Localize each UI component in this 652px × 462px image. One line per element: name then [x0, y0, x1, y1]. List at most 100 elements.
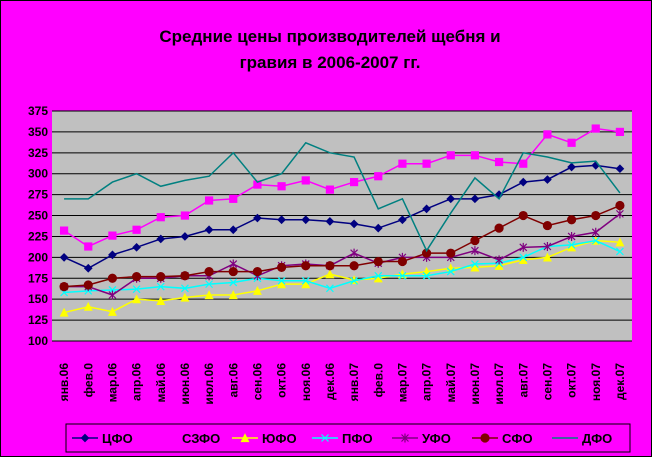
series	[60, 236, 624, 297]
y-tick-label: 325	[28, 146, 48, 160]
marker	[591, 210, 601, 221]
x-tick-label: янв.06	[57, 363, 71, 402]
marker	[204, 290, 214, 300]
marker	[397, 256, 408, 267]
marker	[325, 217, 335, 226]
x-tick-label: дек.06	[323, 363, 337, 400]
marker	[59, 226, 69, 235]
x-tick-label: май.06	[154, 363, 168, 403]
marker	[350, 248, 359, 258]
marker	[277, 279, 287, 289]
marker	[107, 306, 117, 316]
marker	[567, 138, 576, 147]
marker	[83, 280, 93, 290]
marker	[398, 159, 407, 168]
y-tick-label: 300	[28, 167, 48, 181]
marker	[494, 157, 504, 167]
marker	[446, 248, 456, 258]
marker	[374, 271, 383, 280]
marker	[108, 231, 117, 240]
y-tick-label: 100	[28, 334, 48, 348]
marker	[228, 225, 238, 235]
marker	[229, 194, 238, 203]
legend-marker	[401, 433, 409, 443]
legend-label: ЦФО	[102, 431, 133, 446]
x-tick-label: апр.06	[130, 363, 144, 401]
x-tick-label: апр.07	[420, 363, 434, 401]
marker	[518, 177, 528, 187]
y-tick-label: 225	[28, 229, 48, 243]
marker	[615, 200, 625, 211]
marker	[615, 164, 625, 174]
series	[64, 141, 621, 253]
marker	[470, 262, 480, 272]
x-tick-label: дек.07	[613, 363, 627, 400]
marker	[349, 261, 359, 271]
marker	[277, 215, 286, 225]
legend-label: УФО	[422, 431, 451, 446]
marker	[252, 266, 263, 277]
marker	[59, 307, 69, 317]
marker	[156, 213, 165, 222]
marker	[156, 282, 165, 291]
marker	[470, 246, 479, 256]
x-tick-label: сен.07	[540, 363, 554, 401]
marker	[228, 266, 238, 277]
marker	[567, 240, 576, 249]
marker	[470, 194, 480, 204]
y-tick-label: 350	[28, 125, 48, 139]
y-tick-label: 175	[28, 271, 48, 285]
x-tick-label: июл.06	[202, 363, 216, 405]
marker	[229, 278, 238, 287]
series	[59, 200, 625, 292]
marker	[325, 269, 335, 279]
marker	[301, 261, 311, 271]
marker	[422, 204, 431, 214]
marker	[543, 175, 552, 184]
legend-label: СЗФО	[182, 431, 220, 446]
marker	[542, 220, 553, 231]
marker	[180, 232, 190, 241]
marker	[591, 236, 600, 245]
marker	[180, 292, 190, 302]
marker	[205, 280, 214, 289]
marker	[350, 276, 359, 285]
marker	[422, 271, 431, 280]
marker	[180, 271, 190, 281]
marker	[374, 172, 383, 181]
x-tick-label: окт.07	[565, 363, 579, 398]
marker	[349, 219, 359, 229]
marker	[543, 241, 552, 251]
marker	[567, 162, 576, 172]
marker	[470, 151, 480, 160]
marker	[59, 253, 69, 262]
marker	[276, 262, 287, 272]
marker	[180, 284, 189, 293]
marker	[591, 124, 600, 133]
marker	[349, 177, 359, 187]
marker	[615, 237, 625, 247]
marker	[566, 215, 577, 225]
y-tick-label: 375	[28, 104, 48, 118]
x-tick-label: авг.07	[516, 363, 530, 398]
x-tick-label: июн.06	[178, 363, 192, 405]
line	[63, 239, 620, 314]
marker	[108, 290, 117, 300]
line	[63, 164, 621, 270]
marker	[519, 253, 528, 262]
x-tick-label: фев.0	[81, 363, 95, 398]
marker	[422, 159, 431, 168]
marker	[277, 182, 286, 191]
marker	[132, 225, 141, 234]
line	[64, 141, 621, 253]
marker	[494, 223, 504, 233]
chart-title: гравия в 2006-2007 гг.	[240, 53, 421, 72]
x-tick-label: мар.06	[105, 363, 119, 403]
marker	[108, 250, 117, 260]
marker	[301, 276, 310, 285]
marker	[132, 242, 141, 252]
x-tick-label: окт.06	[275, 363, 289, 398]
marker	[132, 294, 142, 304]
marker	[83, 263, 93, 273]
